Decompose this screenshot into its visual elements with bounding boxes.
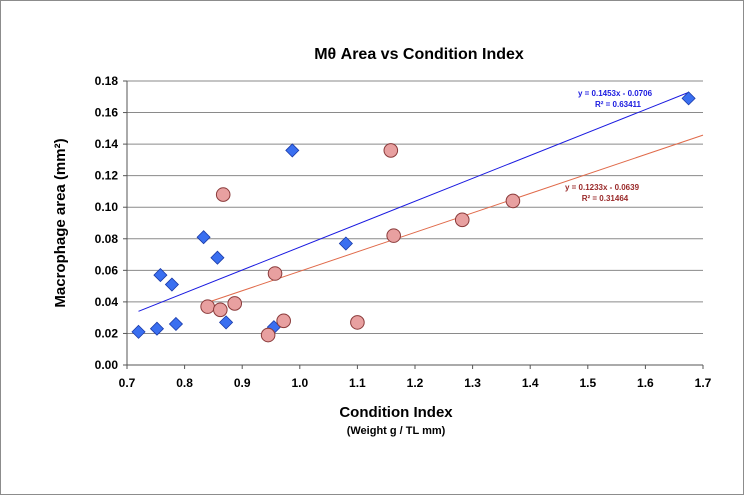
y-tick-label: 0.04 (95, 295, 119, 309)
diamond-point (131, 324, 146, 339)
circle-point (267, 266, 283, 281)
circle-point (215, 187, 231, 202)
y-tick-labels: 0.00 0.02 0.04 0.06 0.08 0.10 0.12 0.14 0.16 0.18 (95, 74, 119, 372)
circle-point (227, 296, 243, 311)
circle-point (454, 212, 470, 228)
circle-point (505, 193, 521, 209)
diamond-point (196, 230, 211, 245)
circle-point (383, 143, 399, 158)
y-tick-label: 0.06 (95, 263, 119, 277)
x-tick-label: 1.5 (579, 376, 596, 390)
y-tick-label: 0.02 (95, 326, 119, 340)
circle-point (386, 228, 401, 243)
axes (123, 80, 704, 369)
trend-equations: y = 0.1453x - 0.0706 R² = 0.63411 y = 0.12… (565, 89, 653, 203)
x-tick-label: 1.1 (349, 376, 366, 390)
diamond-point (149, 321, 165, 336)
trend-r2-2: R² = 0.31464 (582, 194, 629, 203)
diamond-point (219, 315, 234, 330)
data-points (131, 91, 696, 343)
x-tick-label: 1.0 (291, 376, 308, 390)
x-tick-label: 0.9 (234, 376, 251, 390)
x-tick-label: 1.4 (522, 376, 539, 390)
diamond-point (338, 236, 353, 251)
circle-point (213, 302, 228, 318)
diamond-point (164, 277, 179, 292)
y-tick-label: 0.08 (95, 232, 119, 246)
x-tick-label: 1.3 (464, 376, 481, 390)
chart-title: Mθ Area vs Condition Index (314, 46, 524, 63)
x-axis-label: Condition Index (339, 404, 453, 421)
circle-point (200, 299, 215, 314)
y-tick-label: 0.12 (95, 169, 119, 183)
circle-point (276, 313, 291, 329)
x-tick-labels: 0.7 0.8 0.9 1.0 1.1 1.2 1.3 1.4 1.5 1.6 1.7 (119, 376, 712, 390)
y-tick-label: 0.16 (95, 106, 119, 120)
y-tick-label: 0.00 (95, 358, 119, 372)
x-axis-sublabel: (Weight g / TL mm) (347, 425, 446, 437)
x-tick-label: 0.7 (119, 376, 136, 390)
gridlines (127, 80, 703, 334)
trendline-1 (138, 91, 689, 312)
circle-point (350, 315, 365, 330)
x-tick-label: 1.6 (637, 376, 654, 390)
diamond-point (153, 268, 168, 283)
y-tick-label: 0.18 (95, 74, 119, 88)
y-axis-label: Macrophage area (mm²) (52, 138, 69, 307)
trend-equation-1: y = 0.1453x - 0.0706 (578, 89, 653, 98)
trend-r2-1: R² = 0.63411 (595, 100, 642, 109)
y-tick-label: 0.14 (95, 137, 119, 151)
trend-equation-2: y = 0.1233x - 0.0639 (565, 183, 640, 192)
diamond-point (285, 143, 300, 158)
y-tick-label: 0.10 (95, 200, 119, 214)
x-tick-label: 1.7 (695, 376, 712, 390)
circle-point (260, 327, 276, 343)
x-tick-label: 0.8 (176, 376, 193, 390)
x-tick-label: 1.2 (407, 376, 424, 390)
diamond-point (210, 250, 225, 265)
diamond-point (168, 316, 184, 332)
diamond-point (681, 91, 696, 106)
